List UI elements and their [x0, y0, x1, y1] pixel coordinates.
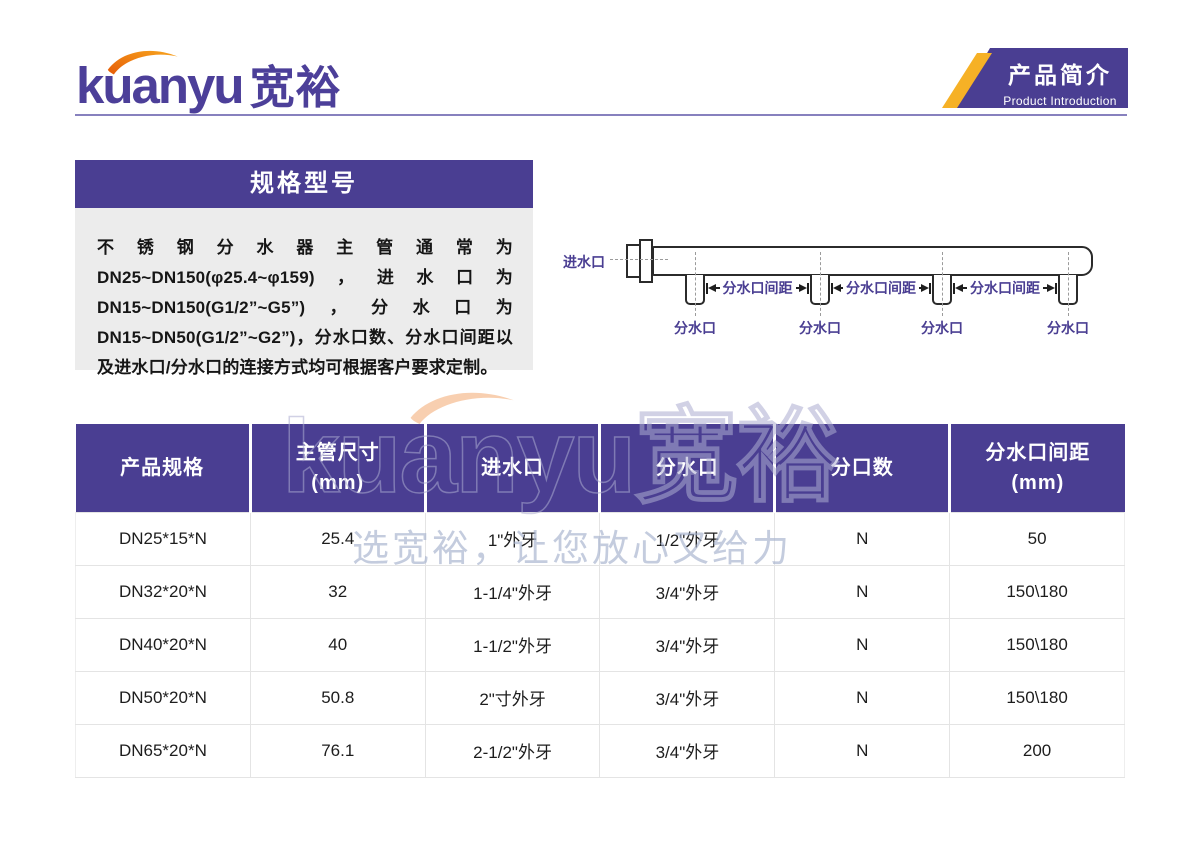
table-cell: DN65*20*N: [75, 723, 251, 778]
brand-logo: kuanyu 宽裕: [76, 60, 342, 111]
spec-table: 产品规格 主管尺寸 (mm) 进水口 分水口 分口数 分水口间距 (mm) DN…: [75, 424, 1125, 778]
table-cell: 50.8: [249, 670, 426, 725]
table-cell: 32: [249, 564, 426, 619]
table-cell: 150\180: [949, 617, 1125, 672]
diagram-outlet-label: 分水口: [921, 320, 963, 336]
table-cell: N: [774, 723, 951, 778]
table-header-inlet: 进水口: [425, 424, 602, 512]
diagram-outlet-label: 分水口: [674, 320, 716, 336]
header-divider: [75, 114, 1127, 116]
table-cell: 3/4"外牙: [599, 670, 776, 725]
section-banner: 产品简介 Product Introduction: [940, 48, 1128, 108]
table-header-row: 产品规格 主管尺寸 (mm) 进水口 分水口 分口数 分水口间距 (mm): [75, 424, 1125, 512]
diagram-centerline: [1068, 252, 1069, 316]
table-header-pipe-size: 主管尺寸 (mm): [250, 424, 427, 512]
banner-subtitle: Product Introduction: [1003, 94, 1117, 108]
diagram-spacing-dimension: 分水口间距: [953, 280, 1057, 296]
table-cell: 3/4"外牙: [599, 723, 776, 778]
diagram-outlet-label: 分水口: [799, 320, 841, 336]
table-body: DN25*15*N 25.4 1"外牙 1/2"外牙 N 50 DN32*20*N 32 1-1…: [75, 511, 1125, 778]
diagram-centerline: [942, 252, 943, 316]
table-cell: DN50*20*N: [75, 670, 251, 725]
watermark-swoosh-icon: [410, 392, 514, 424]
diagram-inlet-label: 进水口: [563, 254, 605, 270]
diagram-main-pipe: [652, 246, 1093, 276]
table-header-product-spec: 产品规格: [75, 424, 252, 512]
table-cell: 50: [949, 511, 1125, 566]
table-cell: 76.1: [249, 723, 426, 778]
table-cell: 40: [249, 617, 426, 672]
diagram-spacing-dimension: 分水口间距: [706, 280, 809, 296]
table-cell: 1-1/2"外牙: [424, 617, 601, 672]
spec-section-title: 规格型号: [75, 160, 533, 208]
table-cell: 150\180: [949, 564, 1125, 619]
table-cell: N: [774, 564, 951, 619]
table-cell: DN32*20*N: [75, 564, 251, 619]
table-cell: 2"寸外牙: [424, 670, 601, 725]
diagram-inlet-nut: [639, 239, 653, 283]
table-row: DN25*15*N 25.4 1"外牙 1/2"外牙 N 50: [75, 511, 1125, 566]
diagram-centerline: [695, 252, 696, 316]
table-row: DN32*20*N 32 1-1/4"外牙 3/4"外牙 N 150\180: [75, 564, 1125, 619]
table-cell: N: [774, 511, 951, 566]
table-cell: 25.4: [249, 511, 426, 566]
table-cell: 150\180: [949, 670, 1125, 725]
table-header-outlet-count: 分口数: [774, 424, 952, 512]
table-cell: 1-1/4"外牙: [424, 564, 601, 619]
table-cell: 3/4"外牙: [599, 617, 776, 672]
table-cell: 1"外牙: [424, 511, 601, 566]
table-row: DN40*20*N 40 1-1/2"外牙 3/4"外牙 N 150\180: [75, 617, 1125, 672]
table-cell: DN25*15*N: [75, 511, 251, 566]
table-cell: DN40*20*N: [75, 617, 251, 672]
diagram-spacing-label: 分水口间距: [722, 280, 793, 296]
logo-swoosh-icon: [107, 50, 178, 75]
diagram-centerline: [820, 252, 821, 316]
brand-logo-latin: kuanyu: [76, 57, 245, 114]
banner-title: 产品简介: [1008, 62, 1112, 88]
diagram-spacing-dimension: 分水口间距: [831, 280, 931, 296]
diagram-inlet-leader-line: [610, 259, 668, 260]
table-header-outlet: 分水口: [599, 424, 777, 512]
table-row: DN50*20*N 50.8 2"寸外牙 3/4"外牙 N 150\180: [75, 670, 1125, 725]
table-cell: 1/2"外牙: [599, 511, 776, 566]
table-cell: 200: [949, 723, 1125, 778]
diagram-outlet-label: 分水口: [1047, 320, 1089, 336]
table-cell: N: [774, 670, 951, 725]
table-row: DN65*20*N 76.1 2-1/2"外牙 3/4"外牙 N 200: [75, 723, 1125, 778]
table-cell: 2-1/2"外牙: [424, 723, 601, 778]
table-cell: N: [774, 617, 951, 672]
diagram-spacing-label: 分水口间距: [846, 280, 916, 296]
diagram-spacing-label: 分水口间距: [970, 280, 1040, 296]
brand-logo-cn: 宽裕: [249, 62, 342, 113]
spec-description: 不锈钢分水器主管通常为DN25~DN150(φ25.4~φ159)，进水口为DN…: [75, 208, 533, 377]
table-header-outlet-spacing: 分水口间距 (mm): [949, 424, 1125, 512]
table-cell: 3/4"外牙: [599, 564, 776, 619]
